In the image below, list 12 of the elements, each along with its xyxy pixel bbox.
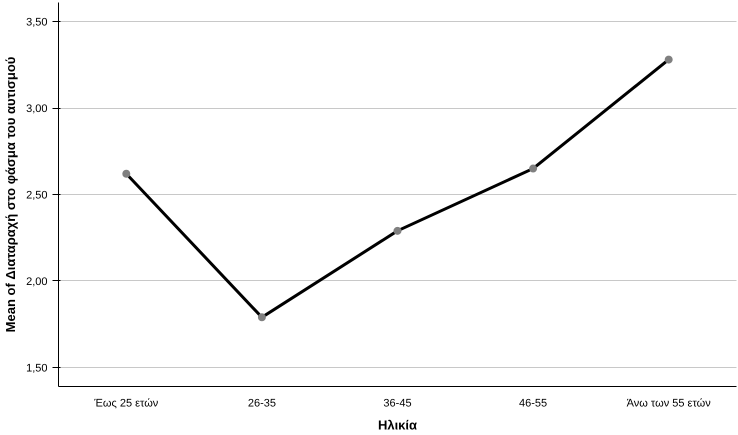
x-axis-title: Ηλικία bbox=[378, 418, 418, 432]
y-tick-label: 3,00 bbox=[26, 103, 48, 116]
y-axis-title: Mean of Διαταραχή στο φάσμα του αυτισμού bbox=[3, 56, 18, 332]
y-tick-label: 3,50 bbox=[26, 16, 48, 29]
x-tick-label: 26-35 bbox=[248, 398, 276, 410]
x-tick-label: Άνω των 55 ετών bbox=[626, 398, 712, 410]
y-tick-label: 2,50 bbox=[26, 190, 48, 202]
x-tick-label: 36-45 bbox=[383, 398, 412, 410]
y-tick-label: 1,50 bbox=[26, 362, 48, 374]
y-tick-label: 2,00 bbox=[26, 276, 48, 288]
x-tick-label: Έως 25 ετών bbox=[93, 398, 159, 410]
x-tick-label: 46-55 bbox=[519, 398, 548, 410]
